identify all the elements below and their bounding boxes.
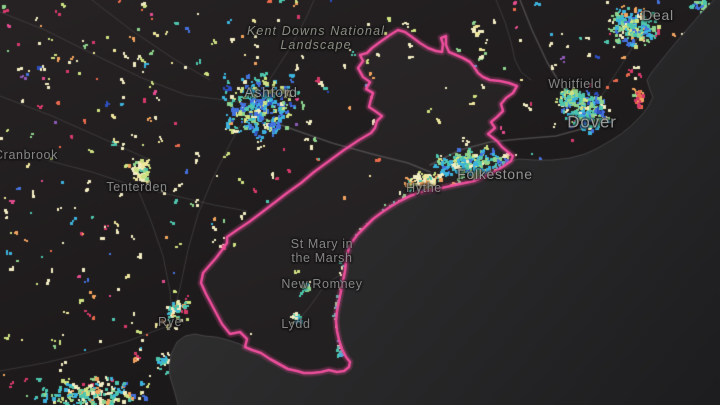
map-viewport[interactable]: Kent Downs National Landscape Cranbrook Te…	[0, 0, 720, 405]
map-canvas[interactable]	[0, 0, 720, 405]
